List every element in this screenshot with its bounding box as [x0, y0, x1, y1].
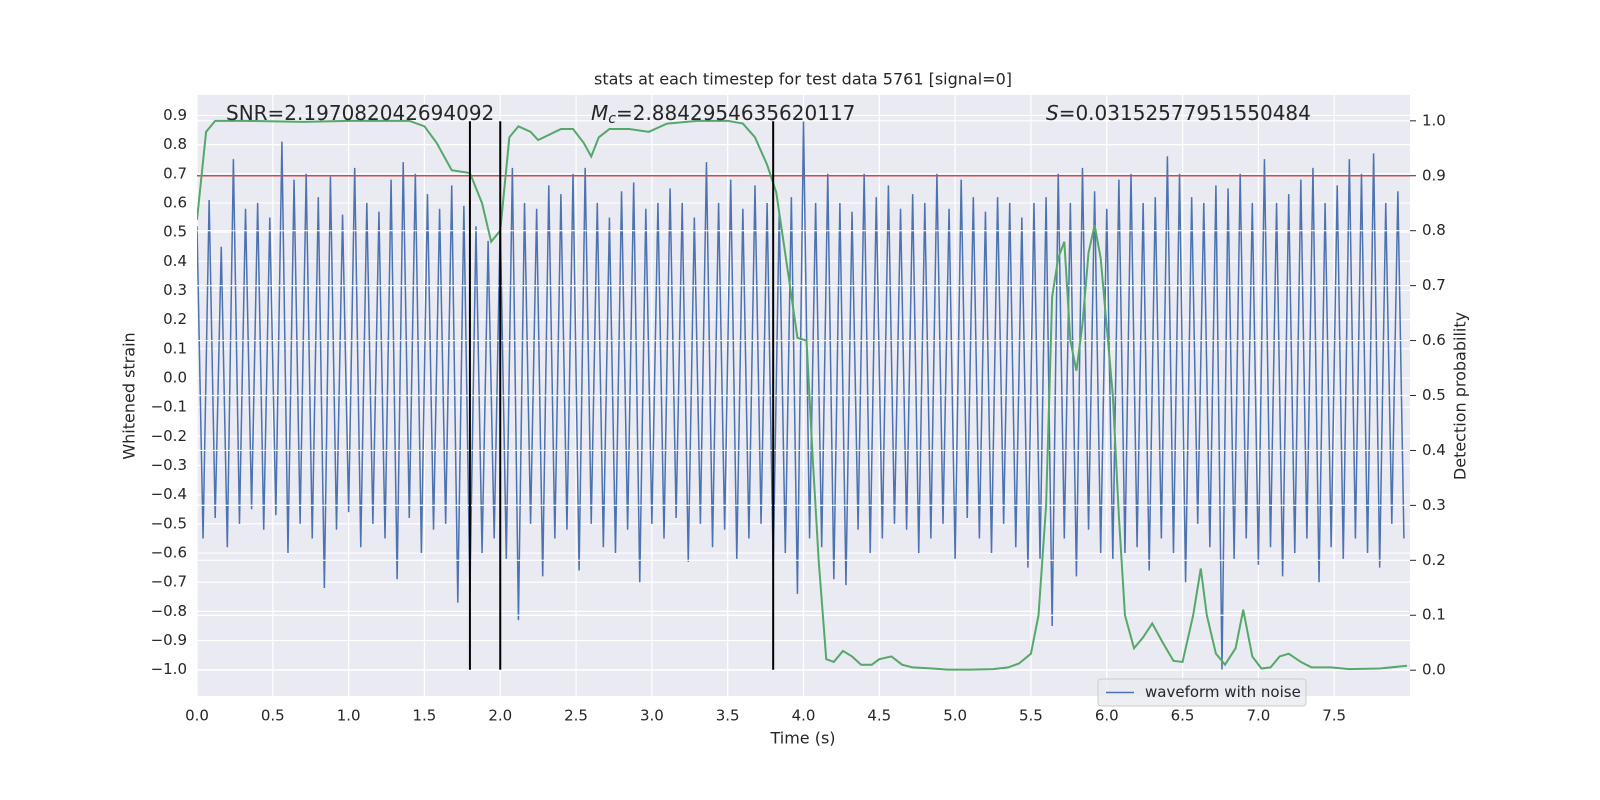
legend-label: waveform with noise	[1145, 683, 1301, 701]
y-tick-label: −0.9	[151, 631, 187, 649]
y2-tick-label: 0.6	[1422, 331, 1446, 349]
y-tick-label: −0.4	[151, 485, 187, 503]
y-tick-label: 0.3	[163, 281, 187, 299]
waveform-line	[197, 121, 1405, 670]
x-tick-label: 6.5	[1171, 707, 1195, 725]
y2-tick-label: 0.9	[1422, 166, 1446, 184]
x-tick-label: 0.5	[261, 707, 285, 725]
y2-tick-label: 1.0	[1422, 111, 1446, 129]
legend-box	[1097, 678, 1307, 707]
annotation-part: M	[591, 101, 608, 125]
x-tick-label: 0.0	[185, 707, 209, 725]
y-tick-label: −0.6	[151, 544, 187, 562]
y2-tick-label: 0.8	[1422, 221, 1446, 239]
y-tick-label: −0.3	[151, 456, 187, 474]
probability-line	[197, 119, 1408, 671]
y2-tick-label: 0.1	[1422, 606, 1446, 624]
x-tick-label: 5.5	[1019, 707, 1043, 725]
y-axis-label: Whitened strain	[120, 332, 139, 459]
annotation-part: =2.8842954635620117	[616, 101, 855, 125]
y-tick-label: −0.2	[151, 427, 187, 445]
x-tick-label: 5.0	[943, 707, 967, 725]
y2-tick-label: 0.7	[1422, 276, 1446, 294]
y-tick-label: 0.1	[163, 339, 187, 357]
x-tick-label: 7.5	[1322, 707, 1346, 725]
y-tick-label: 0.8	[163, 135, 187, 153]
chart-title: stats at each timestep for test data 576…	[594, 70, 1012, 89]
y2-tick-label: 0.0	[1422, 661, 1446, 679]
annotation-part: c	[608, 111, 616, 127]
y-tick-label: 0.0	[163, 368, 187, 386]
annotation-part: =0.03152577951550484	[1059, 101, 1311, 125]
y2-tick-label: 0.5	[1422, 386, 1446, 404]
x-tick-label: 4.0	[792, 707, 816, 725]
y-tick-label: −0.1	[151, 398, 187, 416]
y-tick-label: −0.5	[151, 514, 187, 532]
y2-tick-label: 0.2	[1422, 551, 1446, 569]
x-tick-label: 1.5	[413, 707, 437, 725]
y-tick-label: 0.5	[163, 223, 187, 241]
x-tick-label: 3.5	[716, 707, 740, 725]
x-tick-label: 2.5	[564, 707, 588, 725]
y-tick-label: −1.0	[151, 660, 187, 678]
y-tick-label: −0.8	[151, 602, 187, 620]
y-tick-label: −0.7	[151, 573, 187, 591]
y2-tick-label: 0.3	[1422, 496, 1446, 514]
annotation: SNR=2.197082042694092	[226, 101, 494, 125]
y-tick-label: 0.4	[163, 252, 187, 270]
y2-tick-label: 0.4	[1422, 441, 1446, 459]
x-tick-label: 6.0	[1095, 707, 1119, 725]
x-tick-label: 3.0	[640, 707, 664, 725]
annotation-part: S	[1046, 101, 1059, 125]
annotation: S=0.03152577951550484	[1046, 101, 1311, 125]
y-tick-label: 0.2	[163, 310, 187, 328]
y2-axis-label: Detection probability	[1451, 312, 1470, 480]
x-tick-label: 4.5	[867, 707, 891, 725]
y-tick-label: 0.7	[163, 164, 187, 182]
x-axis-label: Time (s)	[769, 729, 835, 748]
annotation: Mc=2.8842954635620117	[591, 101, 855, 128]
annotation-part: SNR=2.197082042694092	[226, 101, 494, 125]
x-tick-label: 2.0	[488, 707, 512, 725]
y-tick-label: 0.6	[163, 193, 187, 211]
y-tick-label: 0.9	[163, 106, 187, 124]
x-tick-label: 7.0	[1246, 707, 1270, 725]
x-tick-label: 1.0	[337, 707, 361, 725]
